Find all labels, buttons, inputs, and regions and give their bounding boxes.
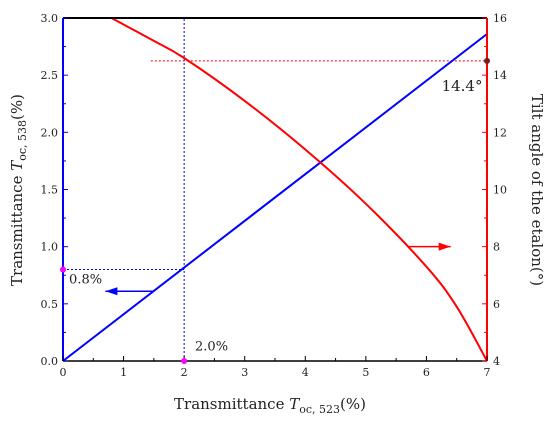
x-axis-title: Transmittance Toc, 523(%) (174, 395, 366, 416)
y-right-tick-label: 16 (493, 12, 507, 25)
y-right-tick-label: 10 (493, 184, 507, 197)
y-right-tick-label: 6 (493, 298, 500, 311)
x-tick-label: 6 (423, 366, 430, 379)
y-left-tick-label: 2.5 (41, 69, 59, 82)
x-tick-label: 2 (181, 366, 188, 379)
marker-1 (181, 358, 188, 364)
series-line-0 (62, 33, 488, 362)
annotation-label: 0.8% (69, 272, 102, 287)
annotation-label: 2.0% (195, 340, 228, 355)
marker-0 (60, 266, 66, 273)
arrow-head (105, 287, 118, 296)
arrow-head (438, 242, 451, 251)
y-left-tick-label: 3.0 (41, 12, 59, 25)
x-tick-label: 1 (120, 366, 127, 379)
x-tick-label: 3 (241, 366, 248, 379)
x-tick-label: 4 (302, 366, 309, 379)
y-right-tick-label: 4 (493, 355, 500, 368)
y-left-axis-title: Transmittance Toc, 538(%) (8, 94, 29, 286)
x-tick-label: 0 (60, 366, 67, 379)
y-left-tick-label: 0.0 (41, 355, 59, 368)
arrow-left (105, 287, 154, 296)
arrow-right (408, 242, 451, 251)
y-left-tick-label: 1.5 (41, 184, 59, 197)
y-right-tick-label: 12 (493, 126, 507, 139)
y-right-axis-title: Tilt angle of the etalon(°) (528, 94, 546, 286)
y-left-tick-label: 0.5 (41, 298, 59, 311)
y-left-tick-label: 2.0 (41, 126, 59, 139)
x-tick-label: 7 (484, 366, 491, 379)
series-line-1 (110, 17, 488, 362)
svg-text:Transmittance Toc, 538(%): Transmittance Toc, 538(%) (8, 94, 29, 286)
annotation-label: 14.4° (442, 77, 483, 95)
svg-text:Transmittance Toc, 523(%): Transmittance Toc, 523(%) (174, 395, 366, 416)
plot-area: 0 1 2 3 4 5 6 70.00.51.01.52.02.53.046810121416… (41, 12, 508, 379)
y-right-tick-label: 14 (493, 69, 507, 82)
marker-2 (484, 57, 490, 64)
svg-text:Tilt angle of the etalon(°): Tilt angle of the etalon(°) (528, 94, 546, 286)
y-right-tick-label: 8 (493, 241, 500, 254)
y-left-tick-label: 1.0 (41, 241, 59, 254)
x-tick-label: 5 (362, 366, 369, 379)
